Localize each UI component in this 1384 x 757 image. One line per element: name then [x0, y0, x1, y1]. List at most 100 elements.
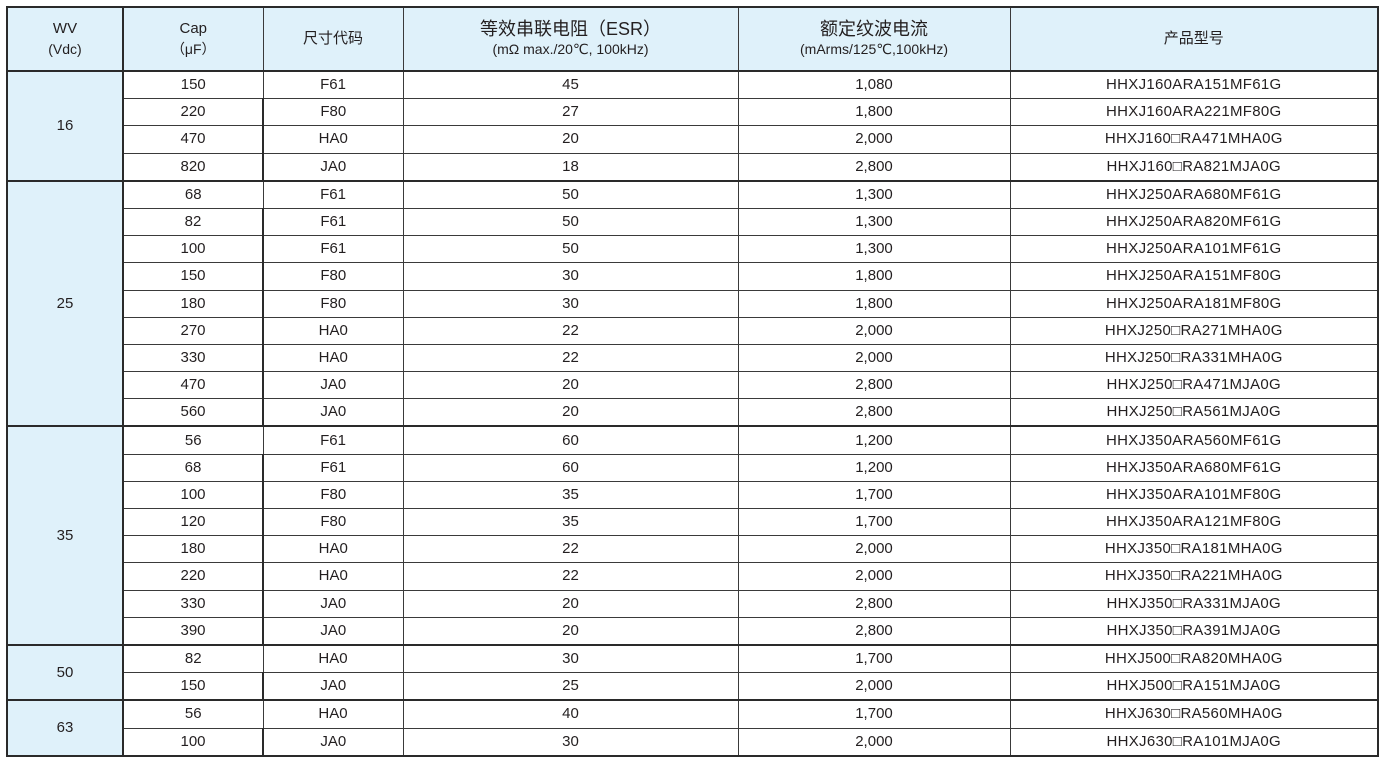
ripple-cell: 1,800	[737, 98, 1011, 127]
part-number-cell: HHXJ250ARA680MF61G	[1009, 179, 1379, 209]
size-code-cell: F80	[262, 289, 404, 318]
header-wv: WV (Vdc)	[6, 6, 124, 72]
cap-cell: 330	[122, 589, 264, 618]
cap-cell: 220	[122, 562, 264, 591]
esr-cell: 60	[402, 453, 739, 482]
part-number-cell: HHXJ350ARA121MF80G	[1009, 507, 1379, 537]
table-row: 100 JA0 30 2,000 HHXJ630□RA101MJA0G	[7, 727, 1379, 757]
part-number-cell: HHXJ160ARA221MF80G	[1009, 98, 1379, 127]
ripple-cell: 2,800	[737, 589, 1011, 618]
cap-cell: 100	[122, 235, 264, 264]
ripple-cell: 1,200	[737, 453, 1011, 482]
table-row: 16 150 F61 45 1,080 HHXJ160ARA151MF61G	[6, 70, 1379, 182]
table-row: 330 JA0 20 2,800 HHXJ350□RA331MJA0G	[7, 589, 1379, 618]
part-number-cell: HHXJ250□RA331MHA0G	[1009, 343, 1379, 373]
ripple-cell: 1,700	[737, 643, 1011, 674]
esr-cell: 60	[402, 425, 739, 455]
part-number-cell: HHXJ350□RA221MHA0G	[1009, 562, 1379, 591]
esr-cell: 20	[402, 589, 739, 618]
esr-cell: 20	[402, 125, 739, 154]
ripple-cell: 1,300	[737, 207, 1011, 237]
cap-cell: 82	[122, 643, 264, 674]
part-number-cell: HHXJ250ARA101MF61G	[1009, 235, 1379, 264]
size-code-cell: HA0	[262, 643, 404, 674]
part-number-cell: HHXJ500□RA820MHA0G	[1009, 643, 1379, 674]
cap-cell: 100	[122, 480, 264, 510]
cap-cell: 82	[122, 207, 264, 237]
cap-cell: 68	[122, 179, 264, 209]
cap-cell: 100	[122, 727, 264, 757]
ripple-cell: 1,080	[737, 70, 1011, 100]
ripple-cell: 1,300	[737, 179, 1011, 209]
header-size-code: 尺寸代码	[262, 6, 404, 72]
esr-cell: 40	[402, 699, 739, 729]
cap-cell: 820	[122, 152, 264, 182]
cap-cell: 150	[122, 262, 264, 291]
table-row: 50 82 HA0 30 1,700 HHXJ500□RA820MHA0G	[6, 643, 1379, 701]
wv-cell: 16	[6, 70, 124, 182]
table-row: 470 JA0 20 2,800 HHXJ250□RA471MJA0G	[7, 371, 1379, 400]
part-number-cell: HHXJ250ARA151MF80G	[1009, 262, 1379, 291]
part-number-cell: HHXJ350□RA391MJA0G	[1009, 616, 1379, 646]
header-esr-line2: (mΩ max./20℃, 100kHz)	[492, 41, 649, 57]
table-row: 330 HA0 22 2,000 HHXJ250□RA331MHA0G	[7, 343, 1379, 373]
part-number-cell: HHXJ250□RA271MHA0G	[1009, 316, 1379, 345]
wv-cell: 50	[6, 643, 124, 701]
ripple-cell: 1,700	[737, 480, 1011, 510]
esr-cell: 30	[402, 262, 739, 291]
size-code-cell: F61	[262, 235, 404, 264]
ripple-cell: 2,800	[737, 371, 1011, 400]
size-code-cell: F80	[262, 480, 404, 510]
size-code-cell: F80	[262, 98, 404, 127]
part-number-cell: HHXJ350ARA680MF61G	[1009, 453, 1379, 482]
header-cap-line1: Cap	[179, 20, 208, 37]
part-number-cell: HHXJ160□RA821MJA0G	[1009, 152, 1379, 182]
esr-cell: 22	[402, 343, 739, 373]
esr-cell: 30	[402, 289, 739, 318]
header-esr-line1: 等效串联电阻（ESR）	[479, 19, 661, 39]
cap-cell: 390	[122, 616, 264, 646]
size-code-cell: JA0	[262, 371, 404, 400]
cap-cell: 270	[122, 316, 264, 345]
table-row: 68 F61 60 1,200 HHXJ350ARA680MF61G	[7, 453, 1379, 482]
table-row: 25 68 F61 50 1,300 HHXJ250ARA680MF61G	[6, 179, 1379, 427]
ripple-cell: 2,800	[737, 616, 1011, 646]
ripple-cell: 2,800	[737, 398, 1011, 427]
esr-cell: 45	[402, 70, 739, 100]
table-row: 150 JA0 25 2,000 HHXJ500□RA151MJA0G	[7, 672, 1379, 701]
esr-cell: 30	[402, 643, 739, 674]
size-code-cell: JA0	[262, 398, 404, 427]
size-code-cell: HA0	[262, 535, 404, 564]
table-row: 180 HA0 22 2,000 HHXJ350□RA181MHA0G	[7, 535, 1379, 564]
size-code-cell: F61	[262, 453, 404, 482]
esr-cell: 22	[402, 535, 739, 564]
table-row: 82 F61 50 1,300 HHXJ250ARA820MF61G	[7, 207, 1379, 237]
header-row: WV (Vdc) Cap （μF） 尺寸代码 等效串联电阻（ESR） (mΩ max.…	[6, 6, 1379, 72]
size-code-cell: HA0	[262, 562, 404, 591]
part-number-cell: HHXJ350ARA560MF61G	[1009, 425, 1379, 455]
table-row: 150 F80 30 1,800 HHXJ250ARA151MF80G	[7, 262, 1379, 291]
header-cap: Cap （μF）	[122, 6, 264, 72]
esr-cell: 50	[402, 207, 739, 237]
esr-cell: 50	[402, 179, 739, 209]
ripple-cell: 2,000	[737, 535, 1011, 564]
wv-cell: 25	[6, 179, 124, 427]
capacitor-spec-table: WV (Vdc) Cap （μF） 尺寸代码 等效串联电阻（ESR） (mΩ max.…	[6, 6, 1379, 757]
esr-cell: 20	[402, 616, 739, 646]
part-number-cell: HHXJ500□RA151MJA0G	[1009, 672, 1379, 701]
cap-cell: 150	[122, 70, 264, 100]
ripple-cell: 2,800	[737, 152, 1011, 182]
esr-cell: 20	[402, 398, 739, 427]
cap-cell: 560	[122, 398, 264, 427]
table-row: 470 HA0 20 2,000 HHXJ160□RA471MHA0G	[7, 125, 1379, 154]
header-wv-line1: WV	[52, 20, 78, 37]
ripple-cell: 1,200	[737, 425, 1011, 455]
cap-cell: 470	[122, 125, 264, 154]
wv-cell: 35	[6, 425, 124, 646]
cap-cell: 68	[122, 453, 264, 482]
ripple-cell: 1,800	[737, 262, 1011, 291]
ripple-cell: 2,000	[737, 343, 1011, 373]
cap-cell: 56	[122, 699, 264, 729]
esr-cell: 35	[402, 480, 739, 510]
size-code-cell: JA0	[262, 727, 404, 757]
